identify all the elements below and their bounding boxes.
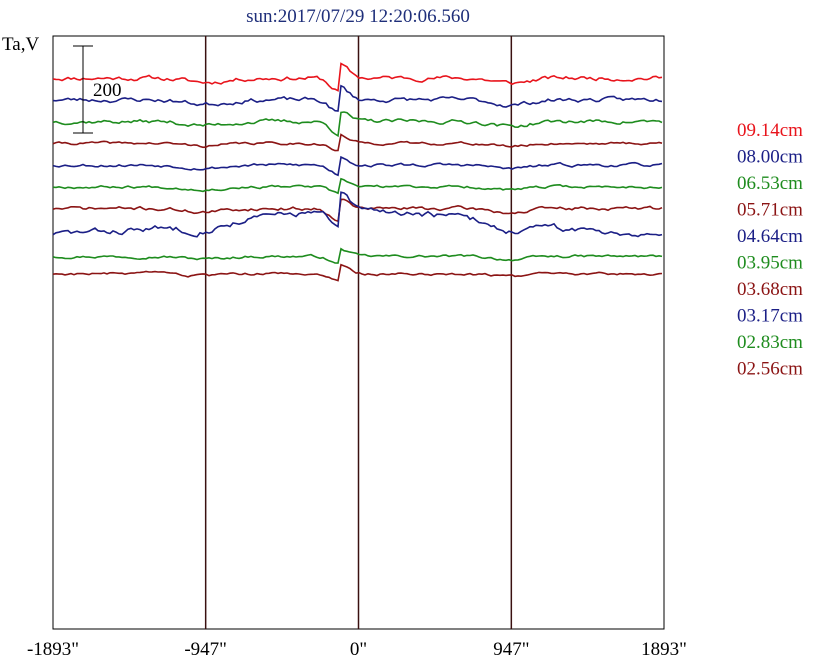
series-line-02.56cm (52, 263, 663, 282)
legend-entry: 08.00cm (737, 147, 803, 168)
scale-bar-label: 200 (93, 80, 122, 101)
x-tick-labels: -1893" -947" 0" 947" 1893" (27, 639, 687, 660)
series-line-03.95cm (52, 177, 663, 195)
legend-entry: 05.71cm (737, 200, 803, 221)
series-line-02.83cm (52, 247, 663, 264)
legend-entry: 04.64cm (737, 226, 803, 247)
legend-entry: 03.17cm (737, 306, 803, 327)
x-tick-label: 947" (493, 639, 529, 660)
legend-entry: 06.53cm (737, 173, 803, 194)
series-line-08.00cm (52, 84, 663, 112)
series-line-09.14cm (52, 62, 663, 92)
series-group (52, 62, 663, 282)
legend-entry: 02.83cm (737, 332, 803, 353)
series-line-06.53cm (52, 111, 663, 138)
vertical-lines (204, 36, 513, 629)
legend-entry: 03.68cm (737, 279, 803, 300)
scale-bar: 200 (73, 45, 122, 134)
y-axis-label: Ta,V (2, 34, 39, 55)
legend-entry: 09.14cm (737, 120, 803, 141)
chart-title: sun:2017/07/29 12:20:06.560 (246, 6, 470, 27)
x-tick-label: 0" (350, 639, 367, 660)
x-tick-label: -947" (184, 639, 227, 660)
legend-entry: 02.56cm (737, 359, 803, 380)
legend-entry: 03.95cm (737, 253, 803, 274)
x-tick-label: 1893" (641, 639, 687, 660)
series-line-04.64cm (52, 155, 663, 177)
series-line-05.71cm (52, 133, 663, 152)
series-line-03.68cm (52, 198, 663, 223)
x-tick-label: -1893" (27, 639, 79, 660)
series-line-03.17cm (52, 191, 663, 238)
legend: 09.14cm 08.00cm 06.53cm 05.71cm 04.64cm 03.95… (737, 120, 803, 380)
